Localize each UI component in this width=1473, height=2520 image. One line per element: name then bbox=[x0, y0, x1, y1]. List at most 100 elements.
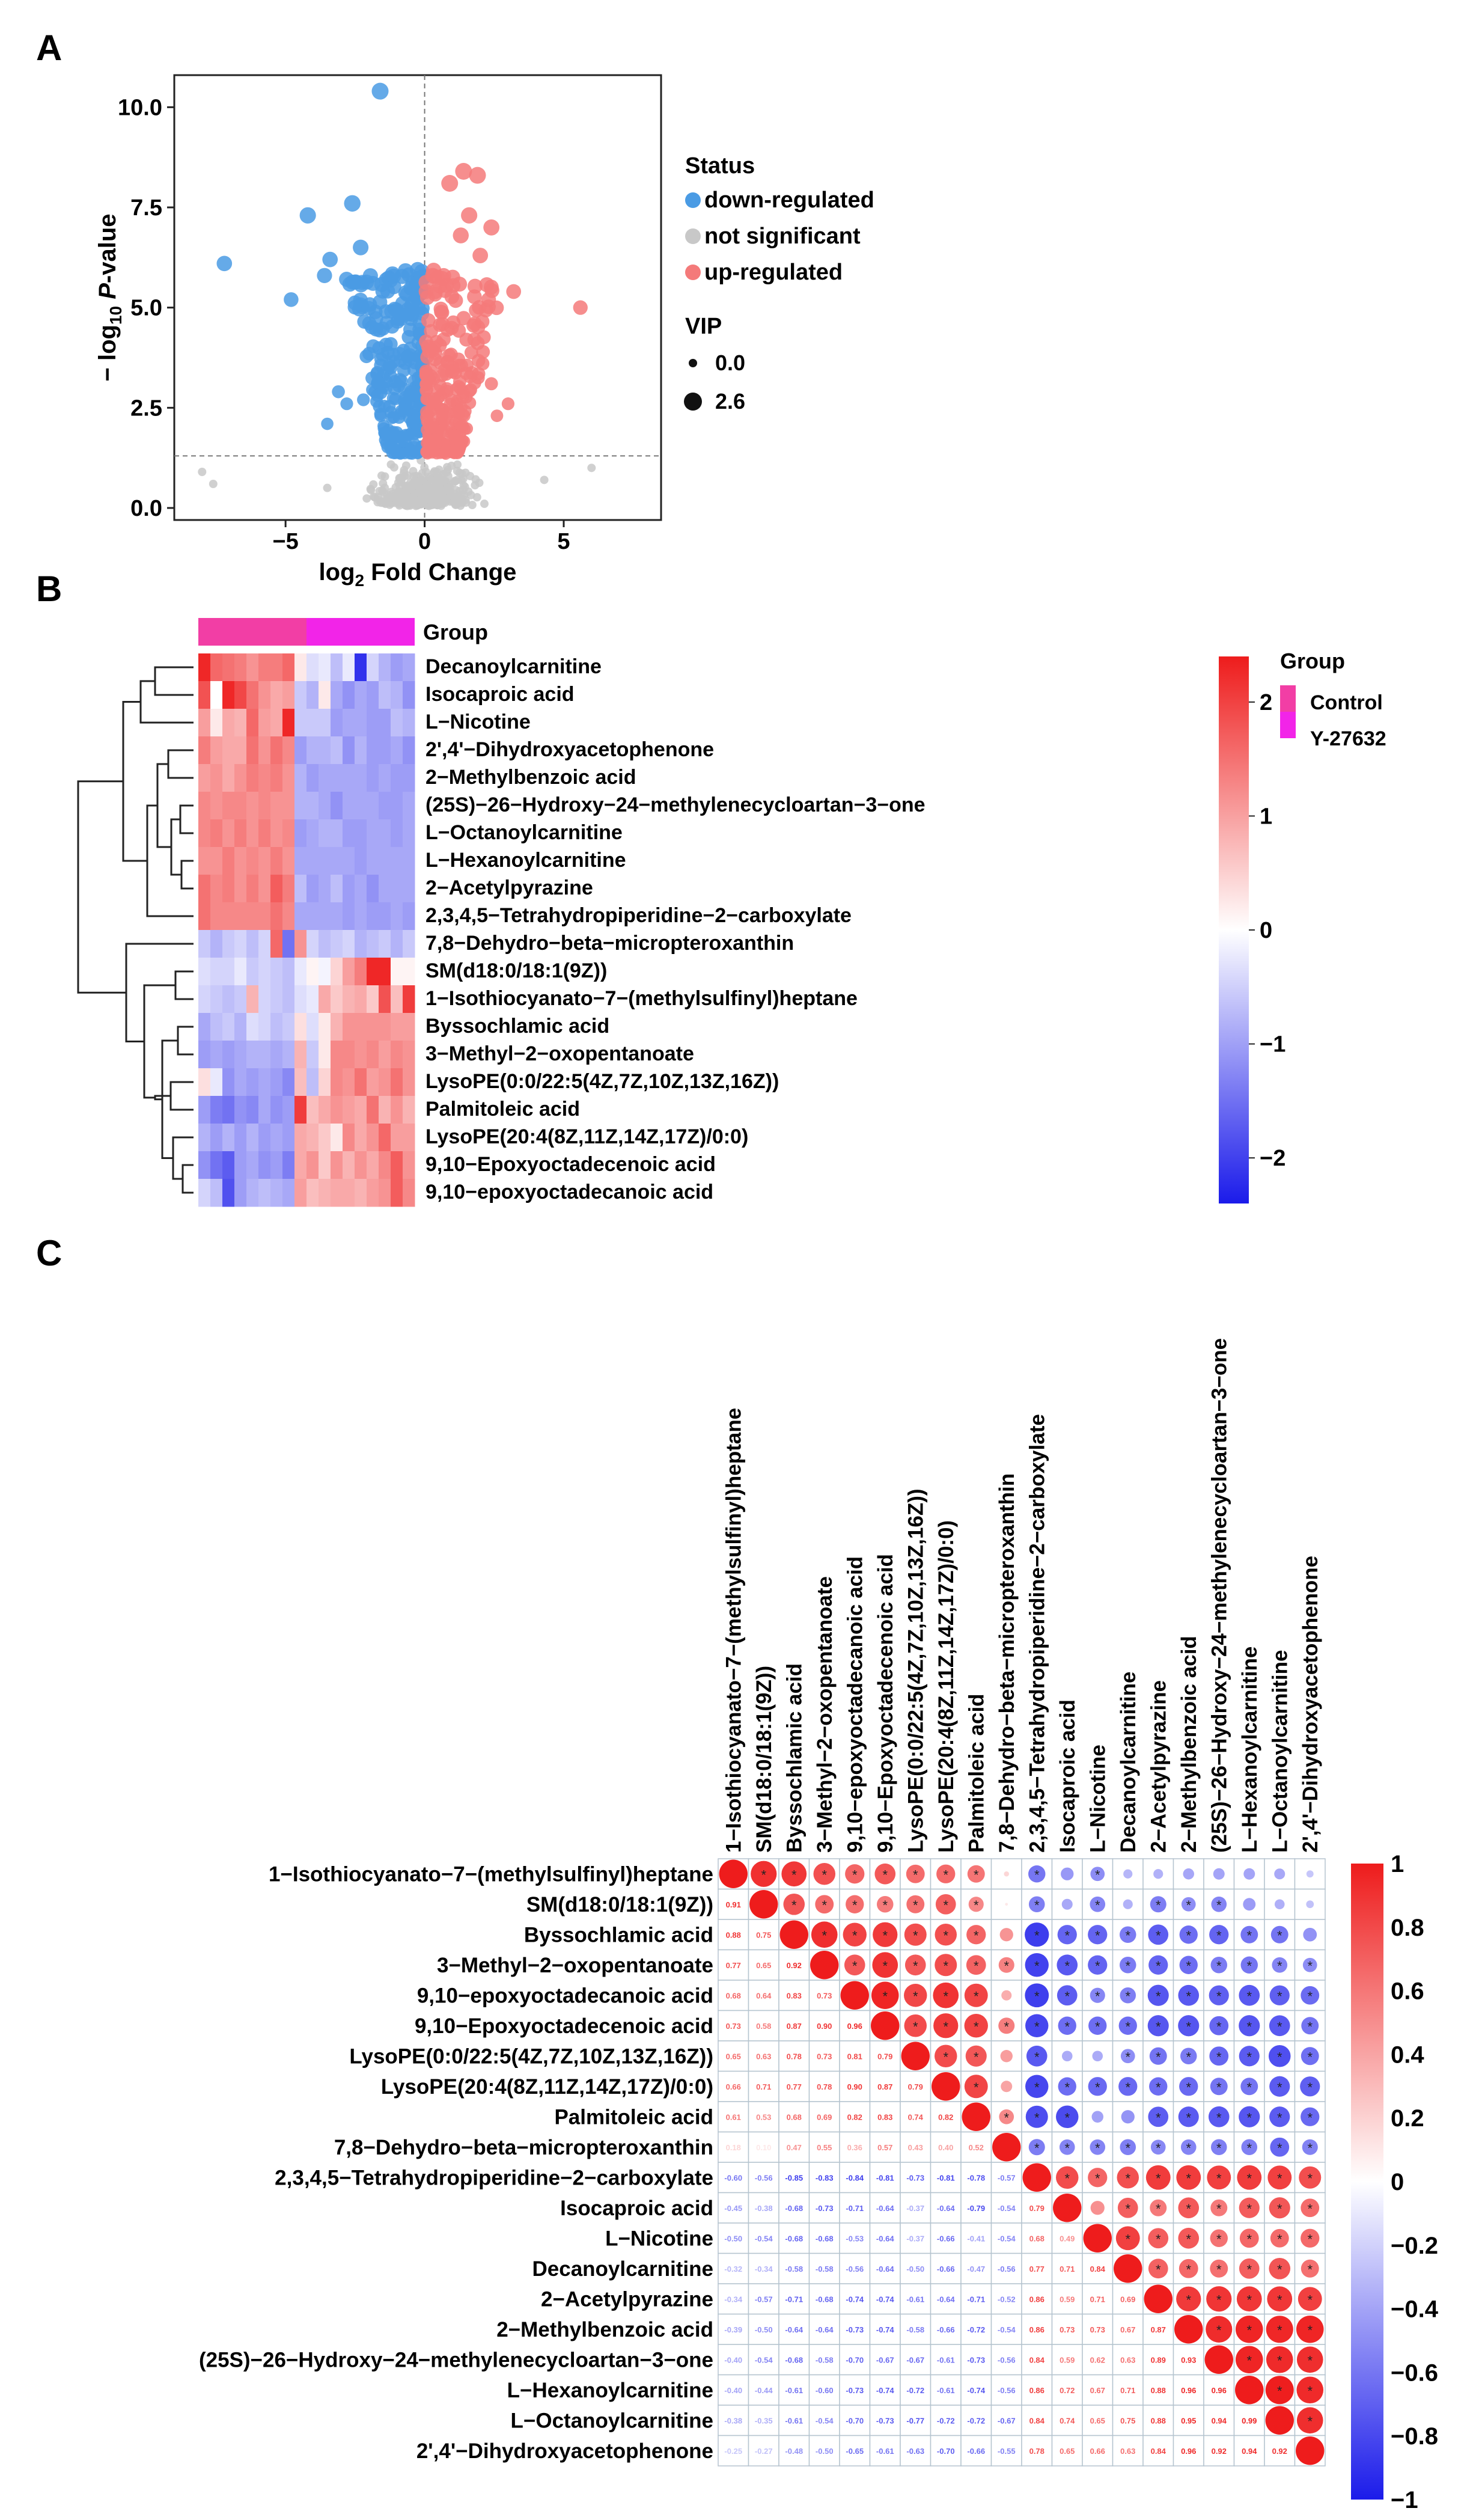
significance-mark: * bbox=[1307, 2141, 1313, 2156]
heatmap-cell bbox=[258, 792, 271, 820]
significance-mark: * bbox=[1004, 1959, 1009, 1974]
correlation-value: -0.38 bbox=[755, 2204, 773, 2213]
heatmap-cell bbox=[403, 681, 415, 709]
correlation-value: -0.83 bbox=[816, 2173, 834, 2182]
heatmap-cell bbox=[319, 1041, 331, 1069]
point-ns bbox=[409, 472, 418, 481]
matrix-cell bbox=[1051, 2374, 1083, 2406]
heatmap-cell bbox=[403, 736, 415, 765]
point-down bbox=[399, 390, 412, 404]
matrix-cell bbox=[869, 2040, 901, 2072]
heatmap-cell bbox=[355, 736, 367, 765]
matrix-cell bbox=[1203, 2252, 1235, 2284]
correlation-value: -0.45 bbox=[724, 2204, 742, 2213]
point-up bbox=[483, 280, 499, 295]
correlation-circle bbox=[1235, 2315, 1263, 2343]
matrix-cell bbox=[718, 2101, 749, 2133]
heatmap-cell bbox=[198, 653, 211, 682]
heatmap-cell bbox=[258, 764, 271, 792]
diagonal-circle bbox=[962, 2102, 990, 2131]
significance-mark: * bbox=[1064, 2110, 1070, 2125]
heatmap-cell bbox=[198, 930, 211, 958]
legend-vip-large bbox=[684, 393, 702, 411]
correlation-circle bbox=[1269, 2015, 1290, 2037]
column-label: 1−Isothiocyanato−7−(methylsulfinyl)hepta… bbox=[722, 1408, 745, 1853]
heatmap-cell bbox=[379, 875, 391, 903]
heatmap-cell bbox=[234, 902, 247, 931]
significance-mark: * bbox=[1125, 2171, 1130, 2186]
heatmap-cell bbox=[343, 1151, 355, 1179]
matrix-cell bbox=[990, 2344, 1022, 2376]
significance-mark: * bbox=[1246, 2141, 1252, 2156]
heatmap-cell bbox=[282, 875, 295, 903]
matrix-cell bbox=[1173, 2435, 1204, 2466]
heatmap-cell bbox=[222, 764, 235, 792]
significance-mark: * bbox=[1307, 2323, 1313, 2338]
correlation-value: -0.64 bbox=[876, 2204, 894, 2213]
heatmap-cell bbox=[270, 792, 283, 820]
dendrogram-branch bbox=[154, 666, 194, 696]
correlation-value: -0.44 bbox=[755, 2386, 773, 2395]
heatmap-cell bbox=[306, 653, 319, 682]
significance-mark: * bbox=[1064, 1989, 1070, 2004]
heatmap-cell bbox=[222, 653, 235, 682]
point-down bbox=[362, 346, 376, 361]
panel-label-b: B bbox=[36, 569, 62, 609]
row-label: L−Hexanoylcarnitine bbox=[507, 2379, 713, 2402]
significance-mark: * bbox=[1064, 2141, 1070, 2156]
significance-mark: * bbox=[1277, 1959, 1282, 1974]
heatmap-cell bbox=[367, 1096, 379, 1124]
row-label: Palmitoleic acid bbox=[425, 1098, 580, 1121]
correlation-value: 0.81 bbox=[847, 2052, 862, 2061]
heatmap-cell bbox=[258, 681, 271, 709]
column-label: (25S)−26−Hydroxy−24−methylenecycloartan−… bbox=[1207, 1338, 1231, 1853]
matrix-cell bbox=[1142, 2405, 1174, 2436]
correlation-value: 0.64 bbox=[756, 1991, 772, 2000]
correlation-value: 0.78 bbox=[1029, 2447, 1045, 2456]
matrix-cell bbox=[778, 2435, 810, 2466]
point-up bbox=[573, 300, 588, 315]
heatmap-cell bbox=[343, 875, 355, 903]
heatmap-cell bbox=[391, 847, 403, 875]
heatmap-cell bbox=[306, 1179, 319, 1207]
correlation-circle bbox=[1269, 2106, 1290, 2127]
heatmap-cell bbox=[379, 819, 391, 848]
matrix-cell bbox=[869, 2344, 901, 2376]
legend-status-label: not significant bbox=[704, 224, 861, 249]
significance-mark: * bbox=[943, 2049, 948, 2064]
correlation-circle bbox=[904, 1954, 926, 1976]
heatmap-cell bbox=[270, 1096, 283, 1124]
heatmap-cell bbox=[246, 902, 259, 931]
matrix-cell bbox=[718, 2162, 749, 2194]
row-label: 2',4'−Dihydroxyacetophenone bbox=[425, 738, 714, 761]
matrix-cell bbox=[748, 2405, 779, 2436]
point-down bbox=[353, 239, 369, 255]
correlation-value: -0.60 bbox=[724, 2173, 742, 2182]
matrix-cell bbox=[869, 2222, 901, 2254]
heatmap-cell bbox=[270, 819, 283, 848]
heatmap-cell bbox=[306, 1068, 319, 1096]
point-down bbox=[299, 207, 316, 224]
heatmap-cell bbox=[282, 958, 295, 986]
correlation-value: 0.71 bbox=[1120, 2386, 1135, 2395]
point-down bbox=[317, 268, 332, 283]
correlation-value: 0.96 bbox=[1212, 2386, 1227, 2395]
heatmap-cell bbox=[294, 1096, 307, 1124]
matrix-cell bbox=[900, 2374, 932, 2406]
correlation-circle bbox=[964, 2014, 988, 2038]
significance-mark: * bbox=[1004, 2110, 1009, 2125]
correlation-value: 0.84 bbox=[1029, 2355, 1045, 2364]
significance-mark: * bbox=[1277, 2262, 1282, 2277]
correlation-circle bbox=[1148, 2228, 1169, 2249]
significance-mark: * bbox=[1216, 2141, 1222, 2156]
heatmap-cell bbox=[391, 902, 403, 931]
matrix-cell bbox=[1021, 2435, 1053, 2466]
correlation-circle bbox=[936, 1864, 956, 1883]
correlation-grid: * * * * * * * * * * 0.91 * * * * * * * * * * * * 0.88 0.75 * * * * * *… bbox=[718, 1858, 1326, 2466]
x-axis-label: log2 Fold Change bbox=[319, 559, 517, 590]
diagonal-circle bbox=[840, 1981, 869, 2010]
heatmap-cell bbox=[294, 736, 307, 765]
correlation-value: 0.66 bbox=[726, 2082, 741, 2091]
heatmap-cell bbox=[355, 1013, 367, 1041]
significance-mark: * bbox=[974, 1867, 979, 1882]
